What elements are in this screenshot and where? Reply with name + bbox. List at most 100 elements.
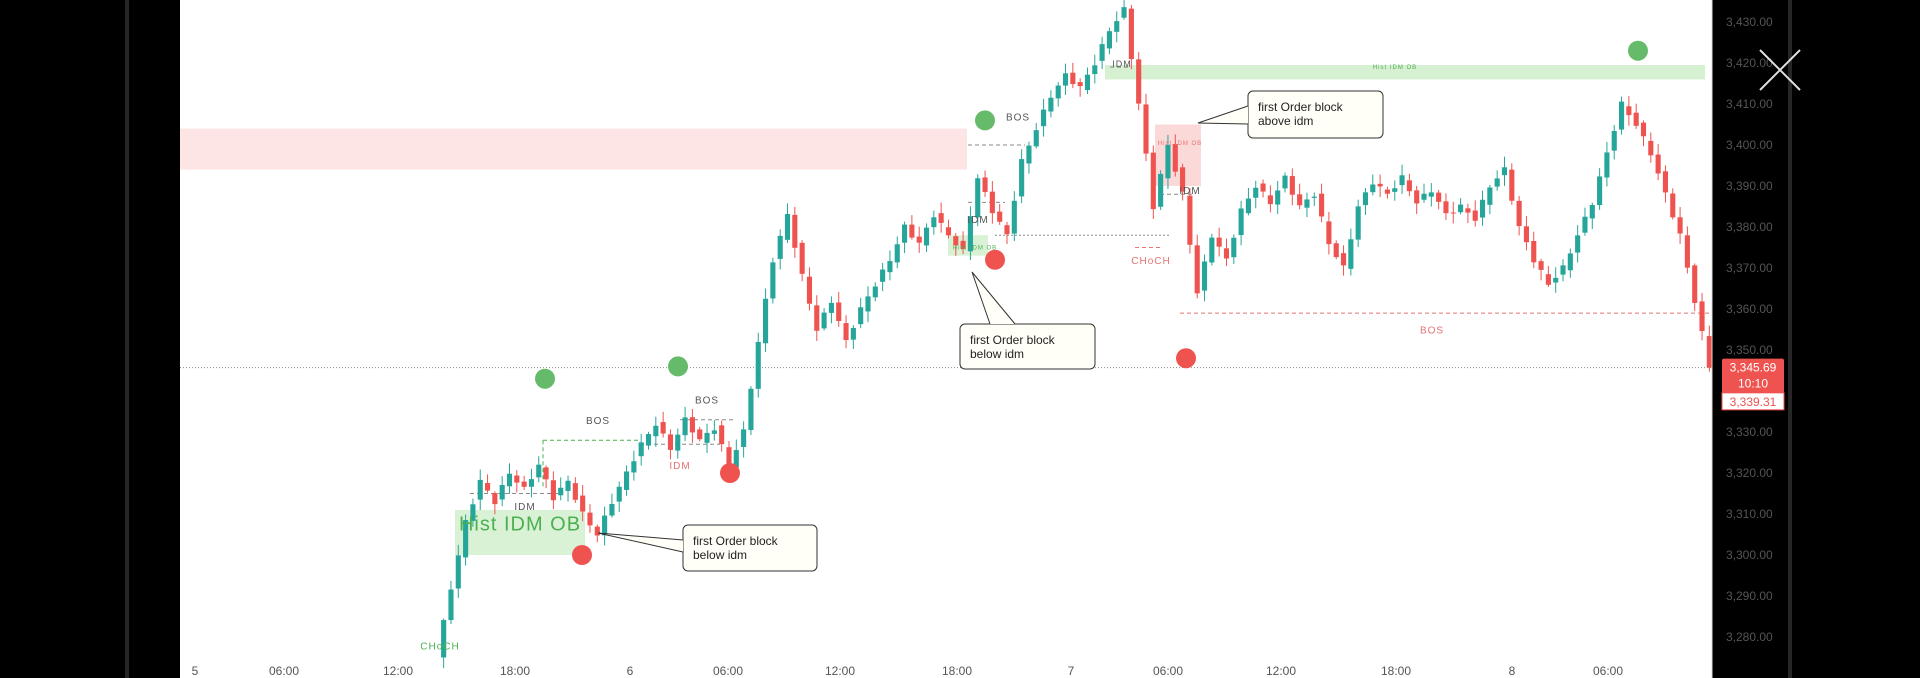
candle [1655,144,1661,181]
candle-body [1099,44,1105,61]
low-price-tag [1721,392,1785,411]
chart-area[interactable] [180,0,1712,678]
candle [806,267,813,311]
swing-low-marker[interactable] [572,545,592,565]
candle [1553,267,1559,293]
callout-line-1: first Order block [693,534,779,548]
candle-body [1443,201,1449,214]
x-tick-label: 12:00 [383,664,413,678]
candle-body [1677,217,1683,234]
candle [667,429,674,460]
candle [536,456,542,483]
candle-body [1392,188,1398,192]
swing-high-marker[interactable] [1628,40,1648,61]
candle-body [682,417,688,436]
candle-body [667,434,674,450]
candle [1194,234,1200,299]
candle-body [909,224,915,238]
candle [938,202,944,233]
candle [689,408,695,443]
candle-body [1355,206,1361,240]
x-tick-label: 06:00 [1153,664,1183,678]
candle [1370,174,1376,196]
candle-body [1150,152,1156,210]
candle-body [975,178,981,218]
candle [609,493,615,518]
candle-body [1245,198,1251,214]
x-tick-label: 12:00 [825,664,855,678]
swing-low-marker[interactable] [1176,348,1196,369]
idm-label-top: IDM [1112,59,1132,69]
candle-body [1011,200,1017,234]
candle-body [902,224,908,243]
low-price-label: 3,339.31 [1730,395,1777,409]
candle [1106,27,1112,55]
swing-low-marker[interactable] [720,463,740,483]
candle [514,470,520,493]
candle [850,325,856,350]
candle-body [821,312,827,329]
candle [1114,11,1120,43]
swing-high-marker[interactable] [535,368,555,389]
candle [697,427,703,442]
close-icon[interactable] [1759,49,1801,91]
candle [975,174,981,227]
callout-pointer [597,532,684,553]
swing-low-marker[interactable] [985,249,1005,270]
candle-body [1062,73,1069,86]
y-tick-label: 3,350.00 [1726,343,1773,357]
candle-body [1699,301,1705,332]
x-tick-label: 06:00 [269,664,299,678]
demand-zone-hist-ob [455,509,585,555]
swing-high-marker[interactable] [668,356,688,377]
candle-body [719,425,725,445]
candle-body [1282,175,1288,189]
candle [989,181,995,224]
candle [1362,187,1369,215]
candle [1392,180,1398,201]
candle-body [1077,82,1083,87]
candle [580,485,586,522]
candle-body [806,276,813,304]
candle [1158,170,1164,210]
y-tick-label: 3,320.00 [1726,466,1773,480]
candle [1340,245,1347,276]
candle [733,439,739,471]
candle-body [1458,204,1464,213]
candle [1545,265,1551,287]
choch-label-1: CHoCH [420,641,459,652]
x-tick-label: 5 [192,664,199,678]
candle [748,386,754,435]
candle [1399,164,1405,194]
candle-body [484,483,491,491]
candle [894,236,900,269]
candle [1604,141,1610,187]
candle-body [543,467,549,480]
idm-label-3: IDM [967,215,988,226]
candle [1128,4,1134,70]
demand-zone-top [1105,65,1705,80]
candle [1450,201,1456,224]
candle-body [631,461,637,473]
candle [741,421,747,458]
candle [645,431,652,450]
candle-body [697,429,703,440]
x-tick-label: 6 [627,664,634,678]
candle-body [1297,194,1303,206]
callout-line-2: above idm [1258,114,1313,128]
swing-high-marker[interactable] [975,110,995,131]
candle-body [1377,183,1383,187]
candle-body [1670,193,1676,218]
candle-body [1289,176,1295,195]
candle [1618,96,1625,135]
candle [1062,63,1069,95]
x-tick-label: 18:00 [942,664,972,678]
y-tick-label: 3,360.00 [1726,302,1773,316]
candle-body [1216,237,1222,247]
candle-body [1414,190,1420,204]
bos-label-2: BOS [695,395,719,406]
candle-body [1618,101,1625,130]
